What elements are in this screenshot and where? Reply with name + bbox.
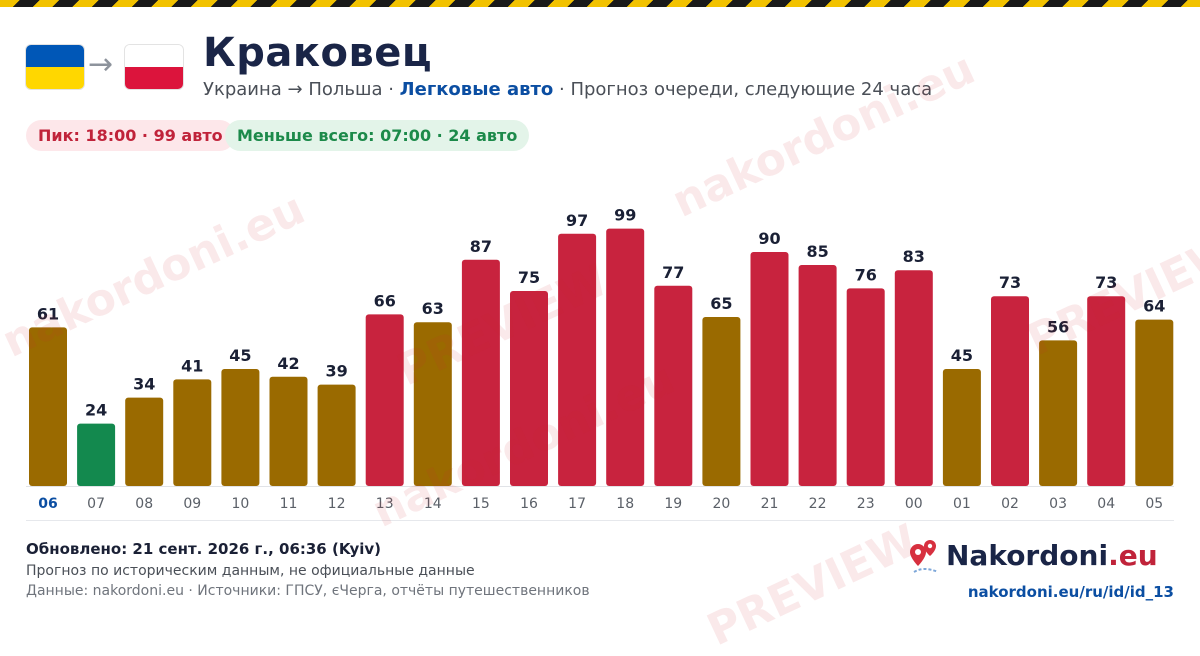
- value-label-01: 45: [951, 346, 973, 365]
- tick-label-00: 00: [905, 496, 923, 512]
- bar-02: [991, 296, 1029, 486]
- peak-badge: Пик: 18:00 · 99 авто: [26, 120, 235, 151]
- tick-label-05: 05: [1145, 496, 1163, 512]
- updated-text: Обновлено: 21 сент. 2026 г., 06:36 (Kyiv…: [26, 540, 382, 558]
- tick-label-13: 13: [376, 496, 394, 512]
- value-label-16: 75: [518, 268, 540, 287]
- value-label-13: 66: [374, 291, 396, 310]
- tick-label-23: 23: [857, 496, 875, 512]
- tick-label-03: 03: [1049, 496, 1067, 512]
- value-label-07: 24: [85, 401, 107, 420]
- value-label-11: 42: [277, 354, 299, 373]
- bar-20: [702, 317, 741, 486]
- value-label-00: 83: [903, 247, 925, 266]
- bar-01: [942, 369, 981, 486]
- bar-09: [173, 379, 212, 486]
- tick-label-07: 07: [87, 496, 105, 512]
- min-badge: Меньше всего: 07:00 · 24 авто: [225, 120, 530, 151]
- forecast-desc: · Прогноз очереди, следующие 24 часа: [553, 79, 933, 100]
- location-pin-icon: [910, 540, 939, 573]
- queue-bar-chart: 61 06 24 07 34 08 41 09 45 10 42 11 39 12 66 13 63 14 87 15…: [26, 206, 1174, 512]
- bar-16: [510, 291, 548, 486]
- bar-12: [317, 384, 356, 486]
- tick-label-02: 02: [1001, 496, 1019, 512]
- tick-label-17: 17: [568, 496, 586, 512]
- tick-label-09: 09: [183, 496, 201, 512]
- value-label-05: 64: [1143, 297, 1165, 316]
- value-label-20: 65: [710, 294, 732, 313]
- tick-label-19: 19: [664, 496, 682, 512]
- route-text: Украина → Польша ·: [203, 79, 400, 100]
- value-label-06: 61: [37, 304, 59, 323]
- page-subtitle: Украина → Польша · Легковые авто · Прогн…: [203, 79, 932, 100]
- tick-label-10: 10: [231, 496, 249, 512]
- bar-03: [1039, 340, 1078, 486]
- value-label-19: 77: [662, 263, 684, 282]
- bar-05: [1135, 319, 1174, 486]
- value-label-14: 63: [422, 299, 444, 318]
- tick-label-11: 11: [280, 496, 298, 512]
- value-label-03: 56: [1047, 317, 1069, 336]
- hazard-stripe: [0, 0, 1200, 7]
- bar-23: [846, 288, 885, 486]
- bar-22: [798, 265, 837, 486]
- bar-14: [413, 322, 452, 486]
- bar-18: [606, 228, 645, 486]
- bar-13: [365, 314, 404, 486]
- tick-label-16: 16: [520, 496, 538, 512]
- forecast-note: Прогноз по историческим данным, не офици…: [26, 563, 475, 579]
- value-label-08: 34: [133, 375, 155, 394]
- value-label-02: 73: [999, 273, 1021, 292]
- tick-label-21: 21: [761, 496, 779, 512]
- bar-21: [750, 252, 789, 486]
- tick-label-08: 08: [135, 496, 153, 512]
- value-label-15: 87: [470, 237, 492, 256]
- bar-04: [1087, 296, 1126, 486]
- tick-label-12: 12: [328, 496, 346, 512]
- value-label-18: 99: [614, 206, 636, 225]
- page-title: Краковец: [203, 30, 433, 76]
- tick-label-20: 20: [712, 496, 730, 512]
- value-label-22: 85: [806, 242, 828, 261]
- tick-label-18: 18: [616, 496, 634, 512]
- tick-label-15: 15: [472, 496, 490, 512]
- tick-label-14: 14: [424, 496, 442, 512]
- bar-17: [558, 233, 597, 486]
- value-label-04: 73: [1095, 273, 1117, 292]
- bar-06: [29, 327, 67, 486]
- arrow-right-icon: →: [88, 47, 114, 82]
- footer-divider: [26, 520, 1174, 521]
- tick-label-04: 04: [1097, 496, 1115, 512]
- watermark-preview: PREVIEW: [699, 514, 926, 656]
- bar-08: [125, 397, 164, 486]
- value-label-21: 90: [758, 229, 780, 248]
- poland-flag-icon: [125, 45, 183, 89]
- value-label-09: 41: [181, 356, 203, 375]
- vehicle-type: Легковые авто: [399, 79, 554, 100]
- value-label-23: 76: [855, 265, 877, 284]
- bar-11: [269, 376, 308, 486]
- brand-logo-text: Nakordoni.eu: [946, 539, 1158, 572]
- brand-url-link[interactable]: nakordoni.eu/ru/id/id_13: [967, 583, 1174, 601]
- value-label-17: 97: [566, 211, 588, 230]
- ukraine-flag-icon: [26, 45, 84, 89]
- bar-00: [894, 270, 933, 486]
- sources-text: Данные: nakordoni.eu · Источники: ГПСУ, …: [26, 583, 590, 599]
- value-label-12: 39: [325, 362, 347, 381]
- tick-label-22: 22: [809, 496, 827, 512]
- value-label-10: 45: [229, 346, 251, 365]
- bar-15: [461, 259, 500, 486]
- bar-19: [654, 285, 693, 486]
- bar-10: [221, 369, 260, 486]
- tick-label-06: 06: [38, 496, 57, 512]
- bar-07: [77, 423, 116, 486]
- tick-label-01: 01: [953, 496, 971, 512]
